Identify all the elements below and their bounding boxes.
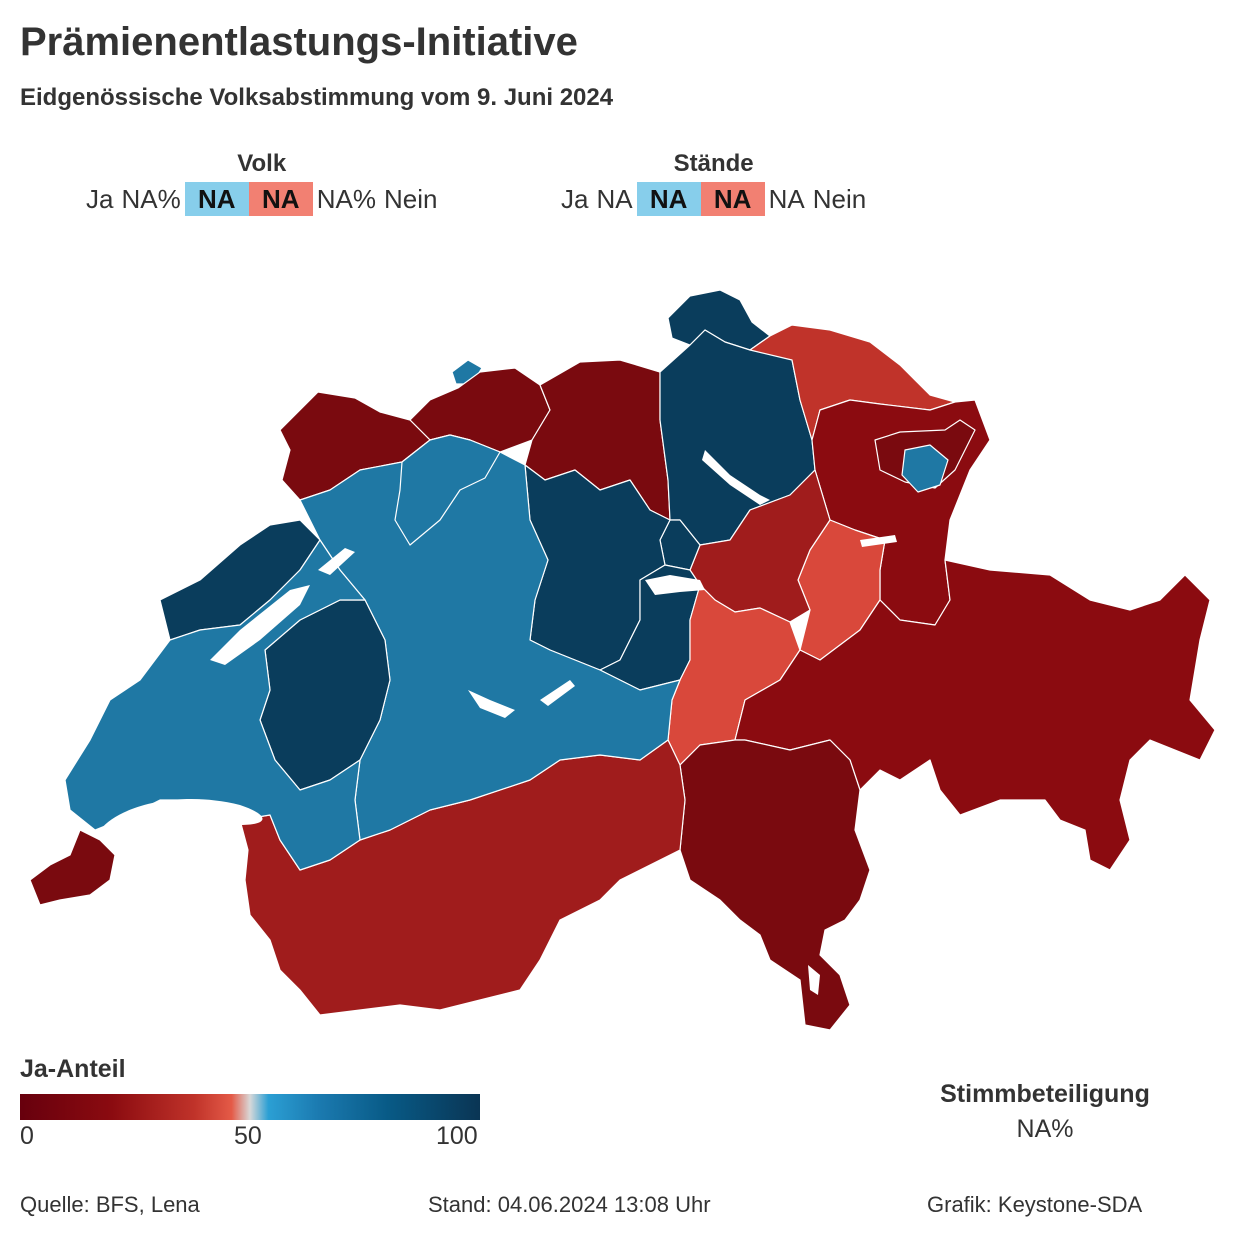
footer-credit: Grafik: Keystone-SDA — [927, 1192, 1143, 1217]
turnout-value: NA% — [1016, 1115, 1074, 1143]
turnout-label: Stimmbeteiligung — [940, 1080, 1150, 1108]
lake-lucerne — [645, 575, 705, 595]
volk-no-box: NA — [248, 182, 313, 216]
volk-title: Volk — [237, 150, 287, 177]
volk-no-label: Nein — [383, 183, 438, 214]
canton-solothurn[interactable] — [394, 434, 501, 546]
lake-walensee — [860, 535, 897, 547]
volk-yes-pct: NA% — [121, 183, 181, 214]
legend-color-scale — [20, 1094, 480, 1120]
legend-tick-min: 0 — [20, 1122, 34, 1150]
canton-appenzell-ir[interactable] — [901, 444, 949, 493]
volk-yes-label: Ja — [86, 183, 114, 214]
staende-yes-box: NA — [636, 182, 701, 216]
staende-yes-label: Ja — [561, 183, 589, 214]
legend-tick-max: 100 — [436, 1122, 478, 1150]
legend-tick-mid: 50 — [234, 1122, 262, 1150]
volk-no-pct: NA% — [316, 183, 376, 214]
staende-result: Stände Ja NA NA NA NA Nein — [557, 150, 870, 216]
page-title: Prämienentlastungs-Initiative — [20, 20, 578, 64]
page-subtitle: Eidgenössische Volksabstimmung vom 9. Ju… — [20, 84, 614, 111]
lake-zurich — [702, 450, 770, 505]
switzerland-canton-map — [29, 289, 1216, 1031]
footer-source: Quelle: BFS, Lena — [20, 1192, 200, 1217]
volk-result: Volk Ja NA% NA NA NA% Nein — [82, 150, 441, 216]
footer-status: Stand: 04.06.2024 13:08 Uhr — [428, 1192, 711, 1217]
legend-title: Ja-Anteil — [20, 1055, 126, 1083]
lake-maggiore — [808, 965, 820, 995]
lake-neuchatel — [210, 585, 310, 665]
canton-genf[interactable] — [29, 829, 116, 906]
lake-thun — [468, 690, 515, 718]
lakes — [100, 450, 897, 995]
lake-geneva — [100, 799, 263, 840]
canton-tessin[interactable] — [679, 739, 871, 1031]
staende-no-box: NA — [700, 182, 765, 216]
staende-no-value: NA — [768, 183, 805, 214]
volk-yes-box: NA — [184, 182, 249, 216]
staende-title: Stände — [673, 150, 754, 177]
staende-yes-value: NA — [596, 183, 633, 214]
canton-waadt[interactable] — [64, 539, 366, 871]
staende-no-label: Nein — [812, 183, 867, 214]
lake-biel — [318, 548, 355, 575]
lake-brienz — [540, 680, 575, 706]
